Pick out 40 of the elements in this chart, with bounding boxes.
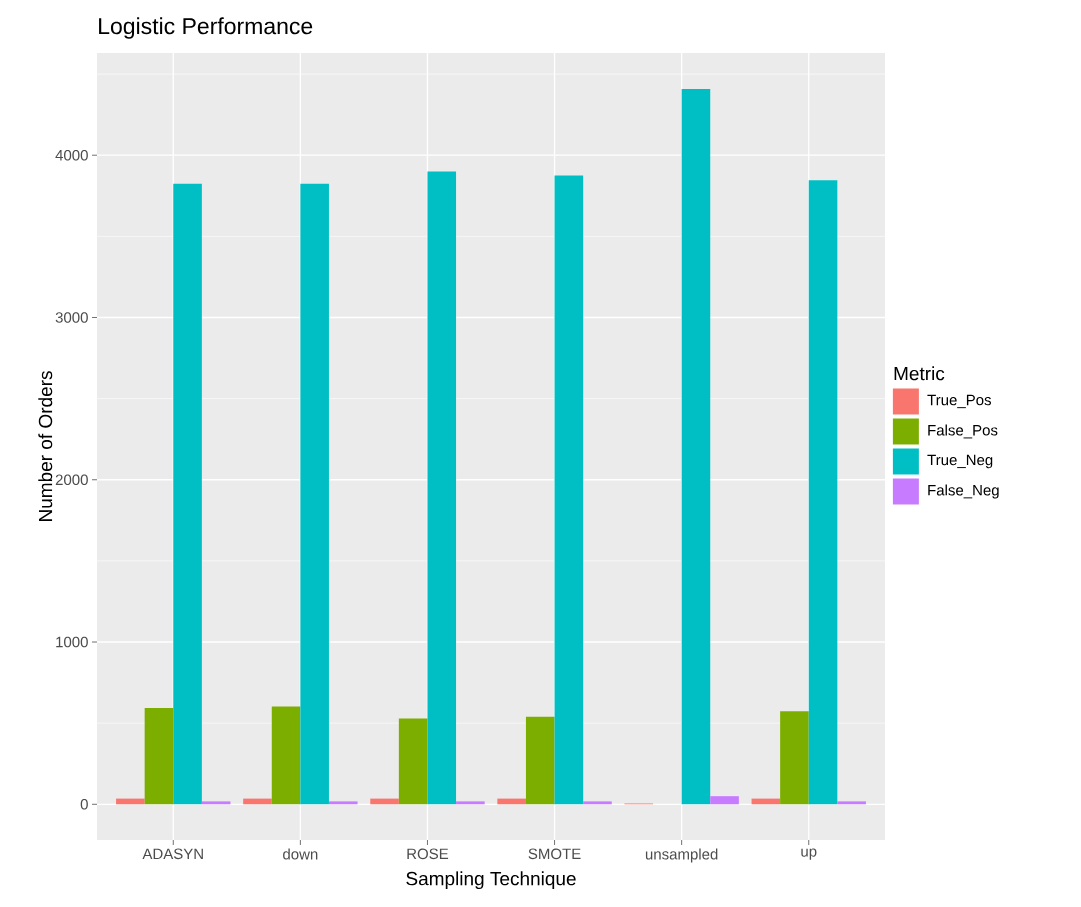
bar <box>456 801 485 805</box>
legend-title: Metric <box>894 366 945 381</box>
bar <box>554 175 584 805</box>
x-tick-label: down <box>283 848 318 860</box>
bar <box>271 706 301 805</box>
x-tick-label: up <box>801 848 817 860</box>
bar <box>780 711 809 805</box>
bar <box>681 89 711 805</box>
bar <box>398 718 428 805</box>
y-axis-title: Number of Orders <box>38 371 53 521</box>
bar <box>370 798 399 805</box>
legend-label: False_Neg <box>928 484 999 499</box>
y-tick-label: 1000 <box>56 636 88 648</box>
chart-title: Logistic Performance <box>99 17 313 39</box>
bar <box>427 171 457 805</box>
bar <box>710 796 739 805</box>
y-tick-label: 2000 <box>55 474 88 486</box>
bar <box>328 801 358 805</box>
bar <box>300 183 329 805</box>
x-tick-label: unsampled <box>645 848 718 863</box>
bar <box>243 798 272 805</box>
y-tick-label: 4000 <box>55 149 88 161</box>
y-tick-label: 3000 <box>55 312 88 323</box>
bar <box>116 798 145 805</box>
bar <box>808 180 838 805</box>
legend-label: False_Pos <box>928 424 998 439</box>
bar <box>497 798 526 805</box>
bar <box>144 707 174 805</box>
y-tick-label: 0 <box>80 798 88 810</box>
x-axis-title: Sampling Technique <box>406 871 576 890</box>
legend-label: True_Neg <box>927 454 993 469</box>
x-tick-label: SMOTE <box>528 848 581 860</box>
bar <box>583 801 612 805</box>
x-tick-label: ROSE <box>407 848 449 860</box>
bar <box>173 183 202 805</box>
bar <box>837 801 866 805</box>
legend-label: True_Pos <box>927 394 991 409</box>
x-tick-label: ADASYN <box>142 848 203 860</box>
bar <box>201 801 231 805</box>
bar <box>525 716 555 805</box>
